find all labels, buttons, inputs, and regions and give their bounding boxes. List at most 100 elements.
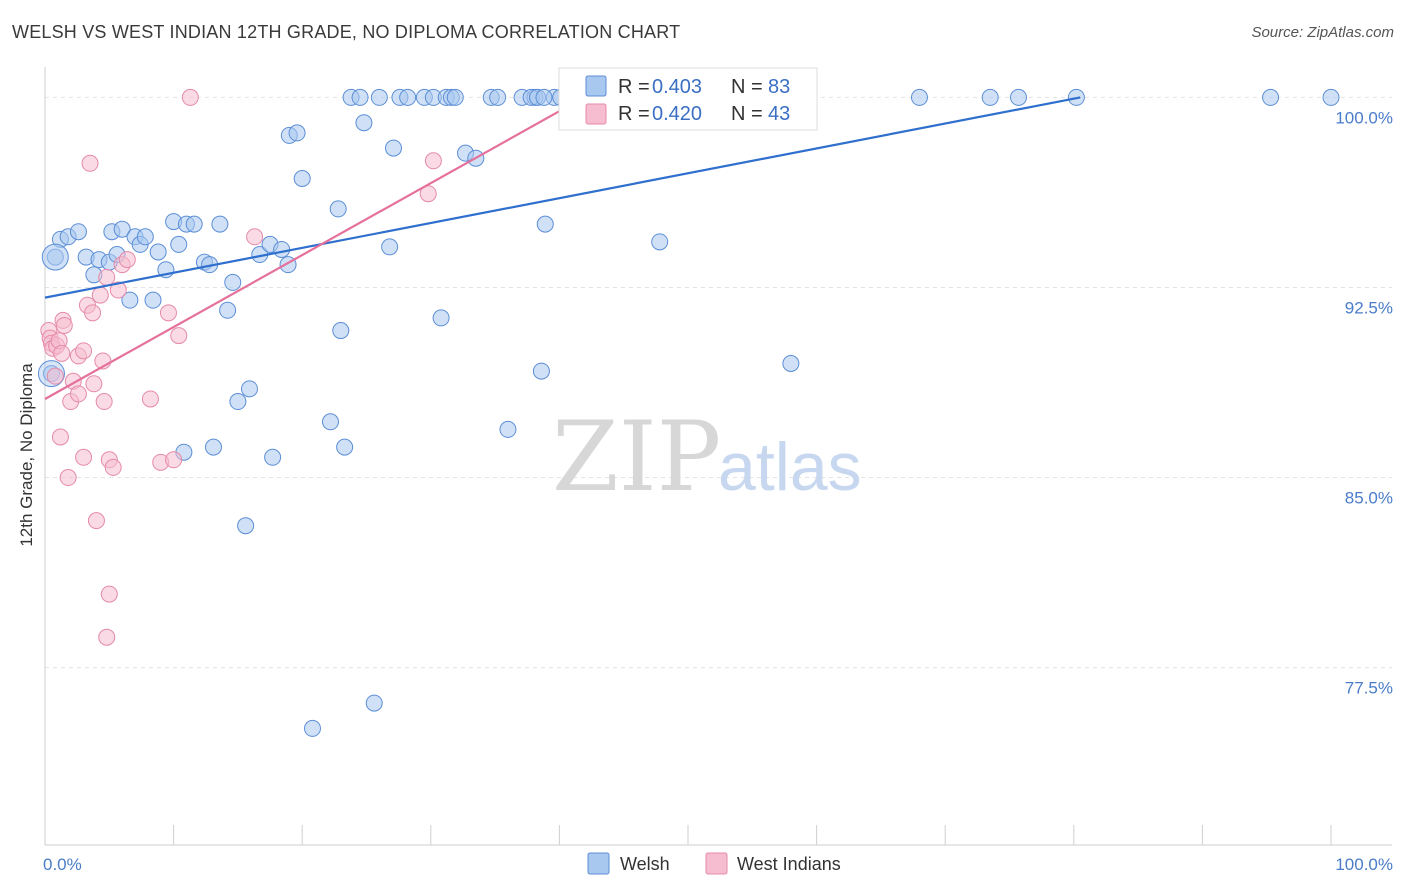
y-tick-label: 85.0% xyxy=(1345,489,1393,508)
welsh-point xyxy=(229,393,247,411)
legend-n-label-west-indians: N = xyxy=(731,103,763,125)
legend-r-label-welsh: R = xyxy=(618,76,650,98)
welsh-point xyxy=(782,355,800,373)
welsh-point xyxy=(204,438,222,456)
west-indian-point xyxy=(84,304,102,322)
watermark-zip: ZIP xyxy=(552,401,721,513)
correlation-legend: R = 0.403 N = 83 R = 0.420 N = 43 xyxy=(558,67,818,131)
welsh-point xyxy=(240,380,258,398)
series-legend: Welsh West Indians xyxy=(587,852,841,875)
welsh-point xyxy=(910,88,928,106)
legend-r-value-west-indians: 0.420 xyxy=(652,103,702,125)
west-indian-point xyxy=(75,342,93,360)
source-credit: Source: ZipAtlas.com xyxy=(1251,24,1394,41)
welsh-point xyxy=(273,240,291,258)
welsh-point xyxy=(1010,88,1028,106)
welsh-point xyxy=(329,200,347,218)
west-indian-point xyxy=(46,367,64,385)
welsh-point xyxy=(170,235,188,253)
west-indian-point xyxy=(165,451,183,469)
west-indian-point xyxy=(53,344,71,362)
welsh-trend-line xyxy=(44,96,1081,299)
y-axis-label: 12th Grade, No Diploma xyxy=(17,363,36,547)
y-tick-label: 77.5% xyxy=(1345,679,1393,698)
west-indian-point xyxy=(55,316,73,334)
west-indian-point xyxy=(159,304,177,322)
welsh-point xyxy=(370,88,388,106)
welsh-point xyxy=(536,215,554,233)
welsh-point xyxy=(121,291,139,309)
welsh-point xyxy=(1322,88,1340,106)
welsh-point xyxy=(365,694,383,712)
west-indian-point xyxy=(118,251,136,269)
west-indian-point xyxy=(51,428,69,446)
legend-n-label-welsh: N = xyxy=(731,76,763,98)
welsh-point xyxy=(113,220,131,238)
west-indian-point xyxy=(98,628,116,646)
west-indian-point xyxy=(424,152,442,170)
watermark-atlas: atlas xyxy=(718,429,862,505)
legend-r-label-west-indians: R = xyxy=(618,103,650,125)
legend-n-value-west-indians: 43 xyxy=(768,103,790,125)
west-indian-point xyxy=(100,585,118,603)
welsh-point xyxy=(532,362,550,380)
welsh-point xyxy=(499,420,517,438)
welsh-point xyxy=(211,215,229,233)
axes xyxy=(44,67,1392,846)
y-tick-label: 100.0% xyxy=(1335,108,1393,127)
tick-labels: 77.5% 85.0% 92.5% 100.0% 0.0% 100.0% xyxy=(43,108,1393,874)
welsh-point xyxy=(381,238,399,256)
west-indian-point xyxy=(81,154,99,172)
welsh-point xyxy=(332,322,350,340)
west-indian-point xyxy=(59,469,77,487)
welsh-point xyxy=(69,223,87,241)
series-legend-swatch-west-indians xyxy=(705,852,728,875)
watermark: ZIP atlas xyxy=(552,401,862,513)
west-indian-point xyxy=(85,375,103,393)
welsh-point xyxy=(336,438,354,456)
x-tick-label: 100.0% xyxy=(1335,855,1393,874)
west-indian-point xyxy=(98,268,116,286)
welsh-point xyxy=(293,170,311,188)
legend-swatch-welsh xyxy=(585,75,607,97)
welsh-point xyxy=(981,88,999,106)
west-indian-points xyxy=(40,88,442,646)
west-indian-trend-line xyxy=(44,106,567,400)
welsh-point xyxy=(351,88,369,106)
welsh-point xyxy=(41,243,69,271)
trend-lines xyxy=(44,96,1081,400)
west-indian-point xyxy=(141,390,159,408)
welsh-point xyxy=(224,273,242,291)
welsh-point xyxy=(321,413,339,431)
welsh-point xyxy=(385,139,403,157)
west-indian-point xyxy=(181,88,199,106)
west-indian-point xyxy=(91,286,109,304)
chart-title: WELSH VS WEST INDIAN 12TH GRADE, NO DIPL… xyxy=(12,22,681,42)
west-indian-point xyxy=(75,448,93,466)
welsh-point xyxy=(535,88,553,106)
welsh-point xyxy=(1262,88,1280,106)
series-legend-label-west-indians: West Indians xyxy=(737,854,841,874)
welsh-point xyxy=(144,291,162,309)
welsh-point xyxy=(399,88,417,106)
west-indian-point xyxy=(95,393,113,411)
welsh-point xyxy=(136,228,154,246)
grid-lines xyxy=(45,96,1392,669)
west-indian-point xyxy=(246,228,264,246)
legend-n-value-welsh: 83 xyxy=(768,76,790,98)
legend-r-value-welsh: 0.403 xyxy=(652,76,702,98)
welsh-point xyxy=(651,233,669,251)
legend-swatch-west-indians xyxy=(585,103,607,125)
y-tick-label: 92.5% xyxy=(1345,298,1393,317)
welsh-point xyxy=(264,448,282,466)
welsh-point xyxy=(149,243,167,261)
x-tick-label: 0.0% xyxy=(43,855,82,874)
welsh-point xyxy=(237,517,255,535)
welsh-point xyxy=(446,88,464,106)
welsh-point xyxy=(303,719,321,737)
west-indian-point xyxy=(87,512,105,530)
series-legend-label-welsh: Welsh xyxy=(620,854,670,874)
welsh-point xyxy=(185,215,203,233)
west-indian-point xyxy=(170,327,188,345)
